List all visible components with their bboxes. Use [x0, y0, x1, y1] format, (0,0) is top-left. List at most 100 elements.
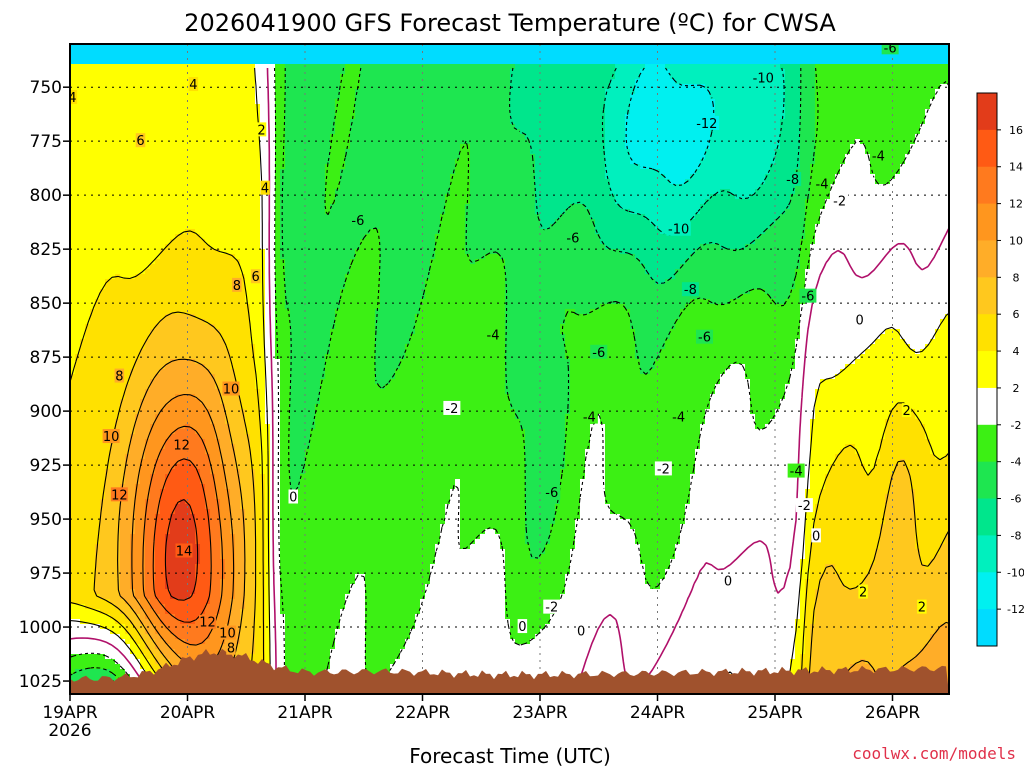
temperature-fill-cell — [560, 64, 566, 215]
temperature-fill-cell — [505, 619, 511, 694]
temperature-fill-cell — [455, 44, 461, 65]
temperature-fill-cell — [95, 299, 101, 545]
temperature-fill-cell — [360, 64, 366, 240]
temperature-fill-cell — [620, 254, 626, 305]
temperature-fill-cell — [125, 604, 131, 620]
x-tick-label: 23APR — [512, 703, 568, 723]
contour-labels: 44246688101012121412108-6-4-200-2-6-6-6-… — [70, 44, 927, 657]
temperature-fill-cell — [805, 269, 811, 490]
temperature-fill-cell — [935, 629, 941, 694]
temperature-fill-cell — [600, 244, 606, 305]
temperature-fill-cell — [750, 64, 756, 195]
temperature-fill-cell — [110, 439, 116, 605]
temperature-fill-cell — [100, 599, 106, 615]
temperature-fill-cell — [510, 44, 516, 65]
temperature-fill-cell — [280, 44, 286, 65]
temperature-fill-cell — [585, 64, 591, 210]
temperature-fill-cell — [575, 64, 581, 205]
temperature-fill-cell — [155, 614, 161, 635]
temperature-fill-cell — [390, 44, 396, 65]
temperature-fill-cell — [685, 179, 691, 225]
temperature-fill-cell — [115, 624, 121, 635]
contour-label: -10 — [753, 72, 774, 87]
temperature-fill-cell — [220, 404, 226, 465]
temperature-fill-cell — [605, 249, 611, 305]
contour-label-bg — [670, 409, 688, 424]
temperature-fill-cell — [165, 629, 171, 645]
temperature-fill-cell — [460, 44, 466, 65]
temperature-fill-cell — [740, 294, 746, 365]
temperature-fill-cell — [605, 179, 611, 250]
colorbar: 16 14 12 10 8 6 4 2 -2 -4 -6 -8 -10 -12 — [976, 92, 1024, 647]
temperature-fill-cell — [910, 489, 916, 660]
temperature-fill-cell — [460, 144, 466, 550]
temperature-fill-cell — [675, 544, 681, 694]
temperature-fill-cell — [375, 64, 381, 230]
temperature-fill-cell — [805, 579, 811, 694]
temperature-fill-cell — [190, 514, 196, 595]
contour-label-bg — [681, 282, 699, 297]
temperature-fill-cell — [145, 339, 151, 390]
temperature-fill-cell — [445, 504, 451, 694]
temperature-fill-cell — [685, 64, 691, 85]
temperature-fill-cell — [195, 44, 201, 65]
temperature-fill-cell — [895, 64, 901, 175]
contour-label: 6 — [252, 270, 260, 285]
temperature-fill-cell — [650, 44, 656, 65]
temperature-fill-cell — [805, 489, 811, 580]
temperature-fill-cell — [720, 374, 726, 680]
contour-label: -4 — [583, 411, 596, 426]
temperature-fill-cell — [935, 89, 941, 330]
temperature-fill-cell — [85, 64, 91, 325]
temperature-fill-cell — [630, 64, 636, 95]
temperature-fill-cell — [750, 44, 756, 65]
temperature-fill-cell — [120, 44, 126, 65]
temperature-fill-cell — [690, 299, 696, 475]
temperature-fill-cell — [170, 649, 176, 670]
temperature-fill-cell — [595, 309, 601, 415]
temperature-fill-cell — [495, 44, 501, 65]
temperature-fill-cell — [205, 454, 211, 510]
temperature-fill-cell — [565, 309, 571, 360]
temperature-fill-cell — [160, 449, 166, 490]
contour-label-bg — [869, 148, 887, 163]
temperature-fill-cell — [235, 259, 241, 390]
temperature-fill-cell — [820, 209, 826, 380]
contour-label: -12 — [696, 117, 717, 132]
temperature-fill-cell — [130, 589, 136, 610]
temperature-fill-cell — [515, 419, 521, 645]
temperature-fill-cell — [80, 339, 86, 605]
temperature-fill-cell — [400, 64, 406, 360]
temperature-fill-cell — [375, 384, 381, 685]
temperature-fill-cell — [560, 469, 566, 595]
x-tick-label: 26APR — [865, 703, 921, 723]
temperature-fill-cell — [910, 64, 916, 145]
temperature-fill-cell — [735, 364, 741, 690]
temperature-fill-cell — [330, 44, 336, 65]
temperature-fill-cell — [340, 289, 346, 610]
temperature-fill-cell — [940, 459, 946, 545]
contour-label-bg — [232, 277, 242, 292]
temperature-fill-cell — [940, 84, 946, 320]
colorbar-swatch — [977, 314, 997, 352]
temperature-fill-cell — [135, 614, 141, 630]
temperature-fill-cell — [750, 194, 756, 245]
temperature-fill-cell — [320, 379, 326, 690]
temperature-fill-cell — [475, 44, 481, 65]
temperature-fill-cell — [870, 64, 876, 175]
temperature-fill-cell — [730, 44, 736, 65]
temperature-fill-cell — [885, 494, 891, 685]
temperature-fill-cell — [585, 44, 591, 65]
temperature-fill-cell — [210, 44, 216, 65]
temperature-fill-cell — [625, 114, 631, 150]
temperature-fill-cell — [405, 44, 411, 65]
temperature-fill-cell — [765, 64, 771, 175]
temperature-fill-cell — [165, 474, 171, 535]
temperature-fill-cell — [170, 239, 176, 315]
temperature-fill-cell — [765, 44, 771, 65]
temperature-fill-cell — [190, 429, 196, 465]
temperature-fill-cell — [870, 344, 876, 470]
temperature-fill-cell — [165, 534, 171, 590]
temperature-fill-cell — [140, 654, 146, 670]
temperature-fill-cell — [660, 579, 666, 694]
